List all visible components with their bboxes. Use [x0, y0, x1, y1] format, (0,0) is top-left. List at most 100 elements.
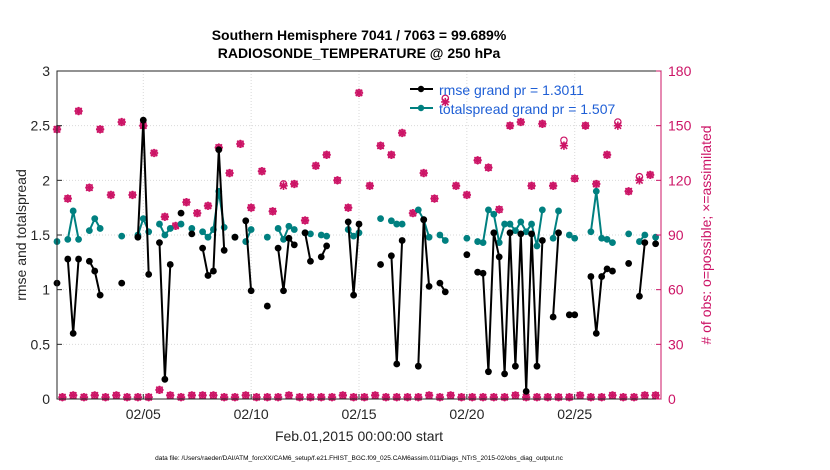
- rmse-point: [301, 229, 309, 237]
- x-tick-label: 02/10: [234, 406, 269, 422]
- totalspread-point: [91, 215, 99, 223]
- series-layer: [52, 88, 660, 402]
- rmse-point: [598, 273, 606, 280]
- obs-assimilated-point: [462, 190, 472, 200]
- rmse-point: [522, 387, 530, 395]
- totalspread-line-segment: [552, 210, 560, 239]
- y-left-tick-label: 1: [42, 282, 50, 298]
- obs-assimilated-point: [171, 221, 180, 231]
- legend-entry-rmse: rmse grand pr = 1.3011: [410, 82, 584, 98]
- obs-assimilated-point: [101, 393, 110, 402]
- obs-assimilated-point: [640, 391, 649, 400]
- rmse-point: [533, 362, 541, 370]
- chart-title: Southern Hemisphere 7041 / 7063 = 99.689…: [212, 27, 507, 43]
- totalspread-point: [161, 231, 169, 239]
- obs-assimilated-point: [651, 391, 660, 400]
- totalspread-point: [490, 210, 498, 218]
- obs-assimilated-point: [230, 393, 240, 402]
- rmse-point: [538, 237, 546, 244]
- obs-assimilated-point: [58, 393, 67, 402]
- totalspread-point: [350, 232, 358, 240]
- obs-assimilated-point: [376, 141, 385, 150]
- rmse-point: [571, 311, 579, 319]
- obs-assimilated-point: [360, 393, 369, 402]
- obs-assimilated-point: [532, 393, 542, 402]
- x-axis-ticks: 02/05 02/10 02/15 02/20 02/25: [126, 394, 592, 422]
- obs-assimilated-point: [435, 393, 445, 402]
- obs-assimilated-point: [624, 187, 633, 196]
- obs-assimilated-point: [473, 156, 482, 165]
- obs-assimilated-point: [478, 393, 488, 402]
- rmse-line-segment: [552, 232, 560, 318]
- rmse-point: [274, 244, 282, 252]
- totalspread-point: [501, 220, 509, 228]
- rmse-point: [393, 360, 401, 368]
- obs-assimilated-point: [505, 121, 515, 130]
- obs-assimilated-point: [586, 393, 596, 402]
- obs-assimilated-point: [182, 198, 191, 207]
- obs-assimilated-point: [187, 391, 196, 400]
- rmse-point: [495, 253, 503, 261]
- legend-entry-spread: totalspread grand pr = 1.507: [410, 101, 616, 117]
- rmse-point: [75, 255, 82, 263]
- totalspread-point: [565, 231, 573, 239]
- y-right-tick-label: 90: [668, 227, 684, 243]
- y-right-tick-label: 30: [668, 336, 684, 352]
- obs-assimilated-point: [527, 181, 536, 190]
- obs-assimilated-point: [446, 391, 455, 400]
- rmse-point: [199, 244, 207, 252]
- totalspread-point: [263, 233, 271, 241]
- obs-assimilated-point: [619, 393, 628, 402]
- obs-assimilated-point: [354, 88, 364, 98]
- totalspread-point: [603, 235, 611, 243]
- rmse-point: [377, 261, 384, 268]
- obs-assimilated-point: [548, 181, 558, 190]
- totalspread-point: [436, 231, 444, 239]
- obs-assimilated-point: [241, 391, 250, 400]
- totalspread-point: [290, 226, 298, 233]
- obs-assimilated-point: [408, 208, 418, 218]
- rmse-line-segment: [304, 232, 312, 262]
- obs-assimilated-point: [592, 179, 601, 189]
- rmse-point: [603, 265, 611, 273]
- rmse-point: [263, 302, 271, 310]
- obs-assimilated-point: [236, 139, 245, 149]
- totalspread-point: [641, 231, 649, 239]
- totalspread-point: [511, 227, 519, 235]
- obs-assimilated-point: [203, 201, 213, 211]
- data-file-footer: data file: /Users/raeder/DAI/ATM_forcXX/…: [155, 455, 564, 462]
- obs-assimilated-point: [613, 121, 623, 130]
- totalspread-point: [592, 187, 600, 195]
- obs-assimilated-point: [581, 121, 590, 130]
- totalspread-point: [204, 233, 212, 241]
- legend-spread-label: totalspread grand pr = 1.507: [439, 101, 616, 117]
- totalspread-point: [96, 225, 104, 232]
- totalspread-point: [188, 225, 196, 232]
- y-right-axis-ticks: 0 30 60 90 120 150 180: [656, 63, 692, 407]
- rmse-point: [420, 216, 428, 224]
- totalspread-point: [522, 228, 530, 236]
- obs-assimilated-point: [311, 161, 321, 170]
- totalspread-point: [625, 230, 633, 238]
- totalspread-point: [441, 237, 449, 244]
- rmse-point: [166, 261, 174, 268]
- rmse-line-segment: [244, 220, 253, 291]
- totalspread-point: [398, 220, 406, 228]
- x-tick-label: 02/25: [557, 406, 592, 422]
- y-left-tick-label: 2.5: [31, 118, 51, 134]
- obs-assimilated-point: [500, 393, 509, 402]
- obs-assimilated-point: [403, 393, 412, 402]
- obs-assimilated-point: [166, 391, 175, 400]
- obs-assimilated-point: [198, 391, 207, 400]
- legend-rmse-label: rmse grand pr = 1.3011: [439, 82, 584, 98]
- rmse-point: [485, 368, 492, 376]
- obs-assimilated-point: [522, 393, 531, 402]
- obs-assimilated-point: [327, 393, 337, 402]
- totalspread-point: [393, 220, 401, 228]
- obs-assimilated-point: [441, 97, 450, 107]
- rmse-point: [436, 279, 444, 287]
- obs-assimilated-point: [112, 391, 121, 400]
- obs-assimilated-point: [317, 393, 326, 402]
- obs-assimilated-point: [338, 391, 347, 400]
- legend: rmse grand pr = 1.3011 totalspread grand…: [410, 82, 616, 117]
